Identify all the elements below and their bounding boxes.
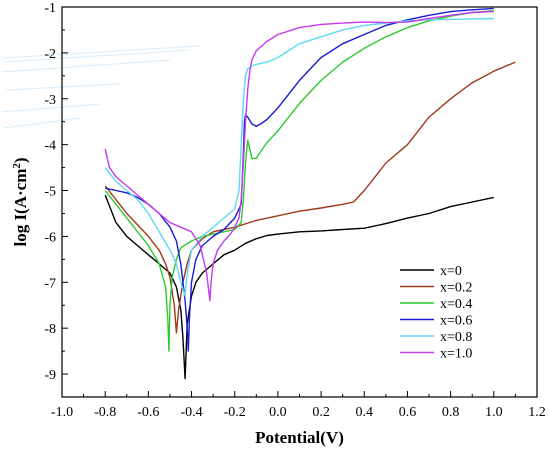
x-tick-label: -0.4 (180, 405, 202, 420)
x-tick-label: -1.0 (51, 405, 73, 420)
x-tick-label: 0.2 (312, 405, 330, 420)
legend-label-4: x=0.8 (440, 330, 472, 345)
series-line-0 (104, 194, 494, 380)
series-line-5 (104, 10, 494, 302)
legend-label-0: x=0 (440, 264, 462, 279)
series-line-2 (104, 10, 494, 352)
legend: x=0 x=0.2x=0.4 x=0.6x=0.8 x=1.0 (400, 264, 472, 362)
y-tick-label: -8 (44, 322, 56, 337)
legend-label-5: x=1.0 (440, 347, 472, 362)
x-axis-title: Potential(V) (255, 428, 344, 447)
y-tick-label: -5 (44, 185, 56, 200)
y-tick-label: -3 (44, 93, 56, 108)
x-tick-label: -0.6 (137, 405, 159, 420)
series-line-3 (105, 7, 494, 352)
y-axis-title: log I(A·cm2) (11, 157, 30, 246)
y-tick-label: -6 (44, 230, 56, 245)
y-axis-ticks: -9 -8 -7 -6 -5 -4 -3 -2 -1 (44, 1, 68, 398)
x-tick-label: 1.0 (485, 405, 503, 420)
y-axis-title-main: log I(A·cm (11, 169, 30, 247)
y-axis-title-sup: 2 (11, 163, 23, 169)
x-tick-label: -0.8 (94, 405, 116, 420)
x-tick-label: 1.2 (528, 405, 546, 420)
series-line-4 (104, 17, 494, 297)
plot-series (104, 7, 516, 380)
y-axis-title-end: ) (11, 157, 30, 163)
x-tick-label: 0.8 (442, 405, 460, 420)
x-tick-label: 0.0 (269, 405, 287, 420)
x-tick-label: -0.2 (224, 405, 246, 420)
y-tick-label: -2 (44, 47, 56, 62)
legend-label-1: x=0.2 (440, 281, 472, 296)
scan-noise (1, 45, 201, 129)
y-tick-label: -1 (44, 1, 56, 16)
y-tick-label: -9 (44, 368, 56, 383)
y-tick-label: -4 (44, 139, 56, 154)
x-axis-ticks: -1.0 -0.8 -0.6 -0.4 -0.2 0.0 0.2 0.4 0.6 0.8 1.0 1.… (51, 391, 546, 420)
series-line-1 (104, 61, 516, 334)
legend-label-3: x=0.6 (440, 314, 472, 329)
x-tick-label: 0.6 (399, 405, 417, 420)
y-tick-label: -7 (44, 276, 56, 291)
legend-label-2: x=0.4 (440, 297, 472, 312)
x-tick-label: 0.4 (356, 405, 374, 420)
